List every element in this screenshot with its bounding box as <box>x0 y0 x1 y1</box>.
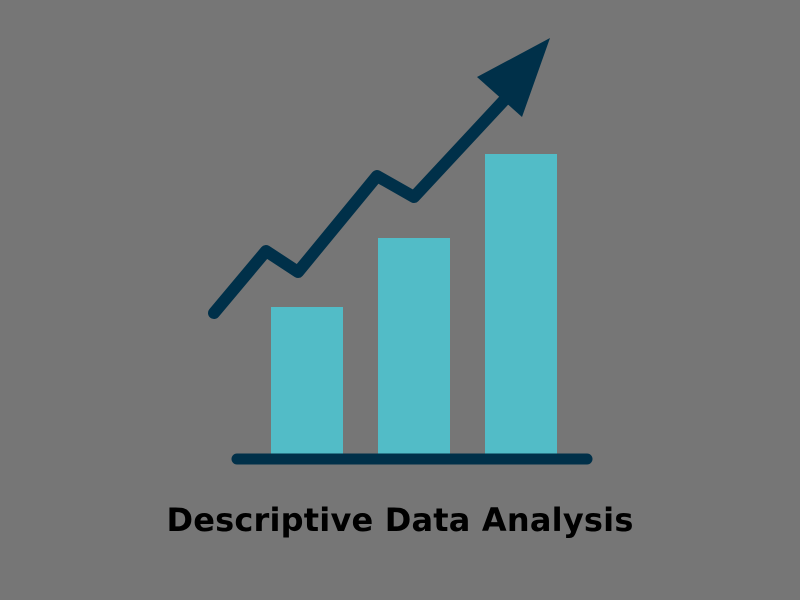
illustration-bars <box>271 154 557 454</box>
illustration-bar-3 <box>485 154 557 454</box>
caption-title: Descriptive Data Analysis <box>166 501 634 539</box>
arrow-head-icon <box>477 38 550 117</box>
illustration-bar-2 <box>378 238 450 454</box>
trend-line <box>208 75 528 319</box>
illustration-bar-1 <box>271 307 343 454</box>
